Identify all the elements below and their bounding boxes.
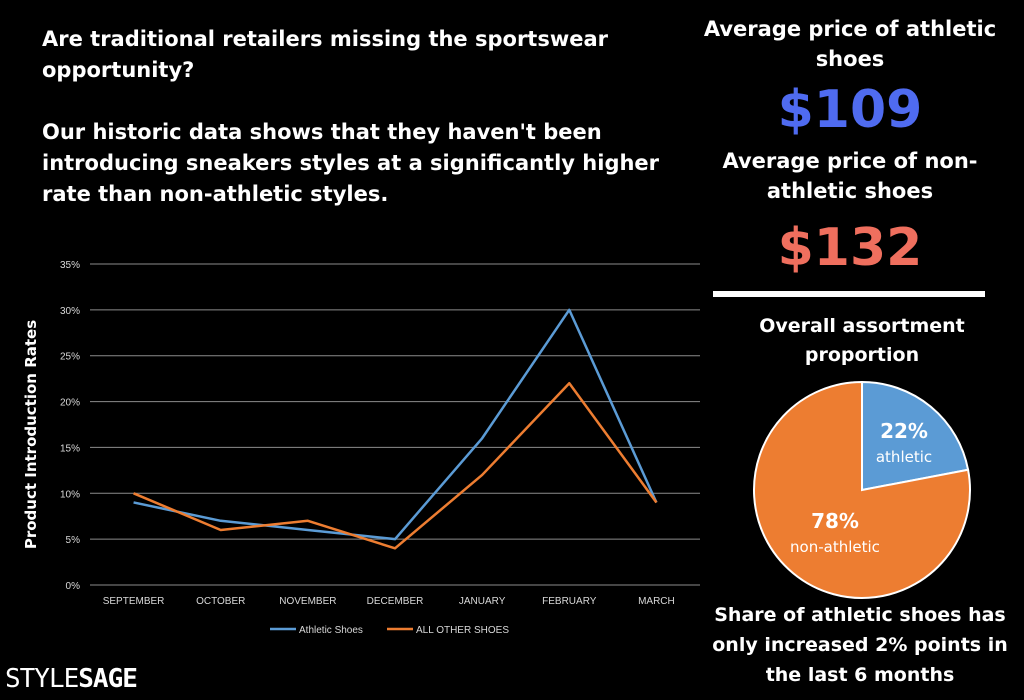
- x-tick-label: NOVEMBER: [279, 596, 336, 607]
- legend-label-2: ALL OTHER SHOES: [416, 625, 509, 636]
- headline-question: Are traditional retailers missing the sp…: [42, 27, 609, 82]
- pie-category-label: athletic: [876, 448, 932, 466]
- x-tick-label: MARCH: [638, 596, 675, 607]
- nonathletic-price-value: $132: [777, 218, 923, 278]
- athletic-price-value: $109: [777, 80, 923, 140]
- y-tick-label: 15%: [60, 443, 80, 454]
- nonathletic-price-label: Average price of non-athletic shoes: [722, 149, 978, 203]
- y-tick-label: 35%: [60, 260, 80, 271]
- headline: Are traditional retailers missing the sp…: [42, 24, 682, 210]
- line-chart: 0% 5% 10% 15% 20% 25% 30% 35% SEPTEMBER OCTOBER NO…: [22, 260, 700, 636]
- series-line-2: [133, 381, 658, 550]
- pie-title: Overall assortment proportion: [759, 315, 965, 366]
- y-tick-label: 25%: [60, 352, 80, 363]
- athletic-price-label: Average price of athletic shoes: [703, 17, 997, 71]
- x-tick-label: SEPTEMBER: [103, 596, 165, 607]
- headline-statement: Our historic data shows that they haven'…: [42, 120, 660, 206]
- pie-slice-athletic: [861, 380, 970, 492]
- y-tick-label: 10%: [60, 489, 80, 500]
- series-line-1: [133, 308, 658, 541]
- stylesage-logo: STYLESAGE: [5, 664, 138, 694]
- y-tick-label: 0%: [66, 581, 81, 592]
- footnote: Share of athletic shoes has only increas…: [712, 604, 1008, 686]
- y-tick-label: 30%: [60, 306, 80, 317]
- y-axis-label: Product Introduction Rates: [22, 320, 40, 549]
- divider: [713, 291, 985, 297]
- x-tick-label: DECEMBER: [367, 596, 424, 607]
- pie-chart: 22% athletic 78% non-athletic: [753, 380, 971, 599]
- y-tick-label: 5%: [66, 535, 81, 546]
- y-tick-label: 20%: [60, 398, 80, 409]
- pie-percent-label: 22%: [880, 419, 928, 443]
- x-tick-label: OCTOBER: [196, 596, 245, 607]
- pie-category-label: non-athletic: [790, 538, 880, 556]
- x-tick-label: JANUARY: [459, 596, 506, 607]
- pie-slice-non-athletic: [753, 380, 971, 599]
- pie-percent-label: 78%: [811, 509, 859, 533]
- legend-label-1: Athletic Shoes: [299, 625, 363, 636]
- x-tick-label: FEBRUARY: [542, 596, 597, 607]
